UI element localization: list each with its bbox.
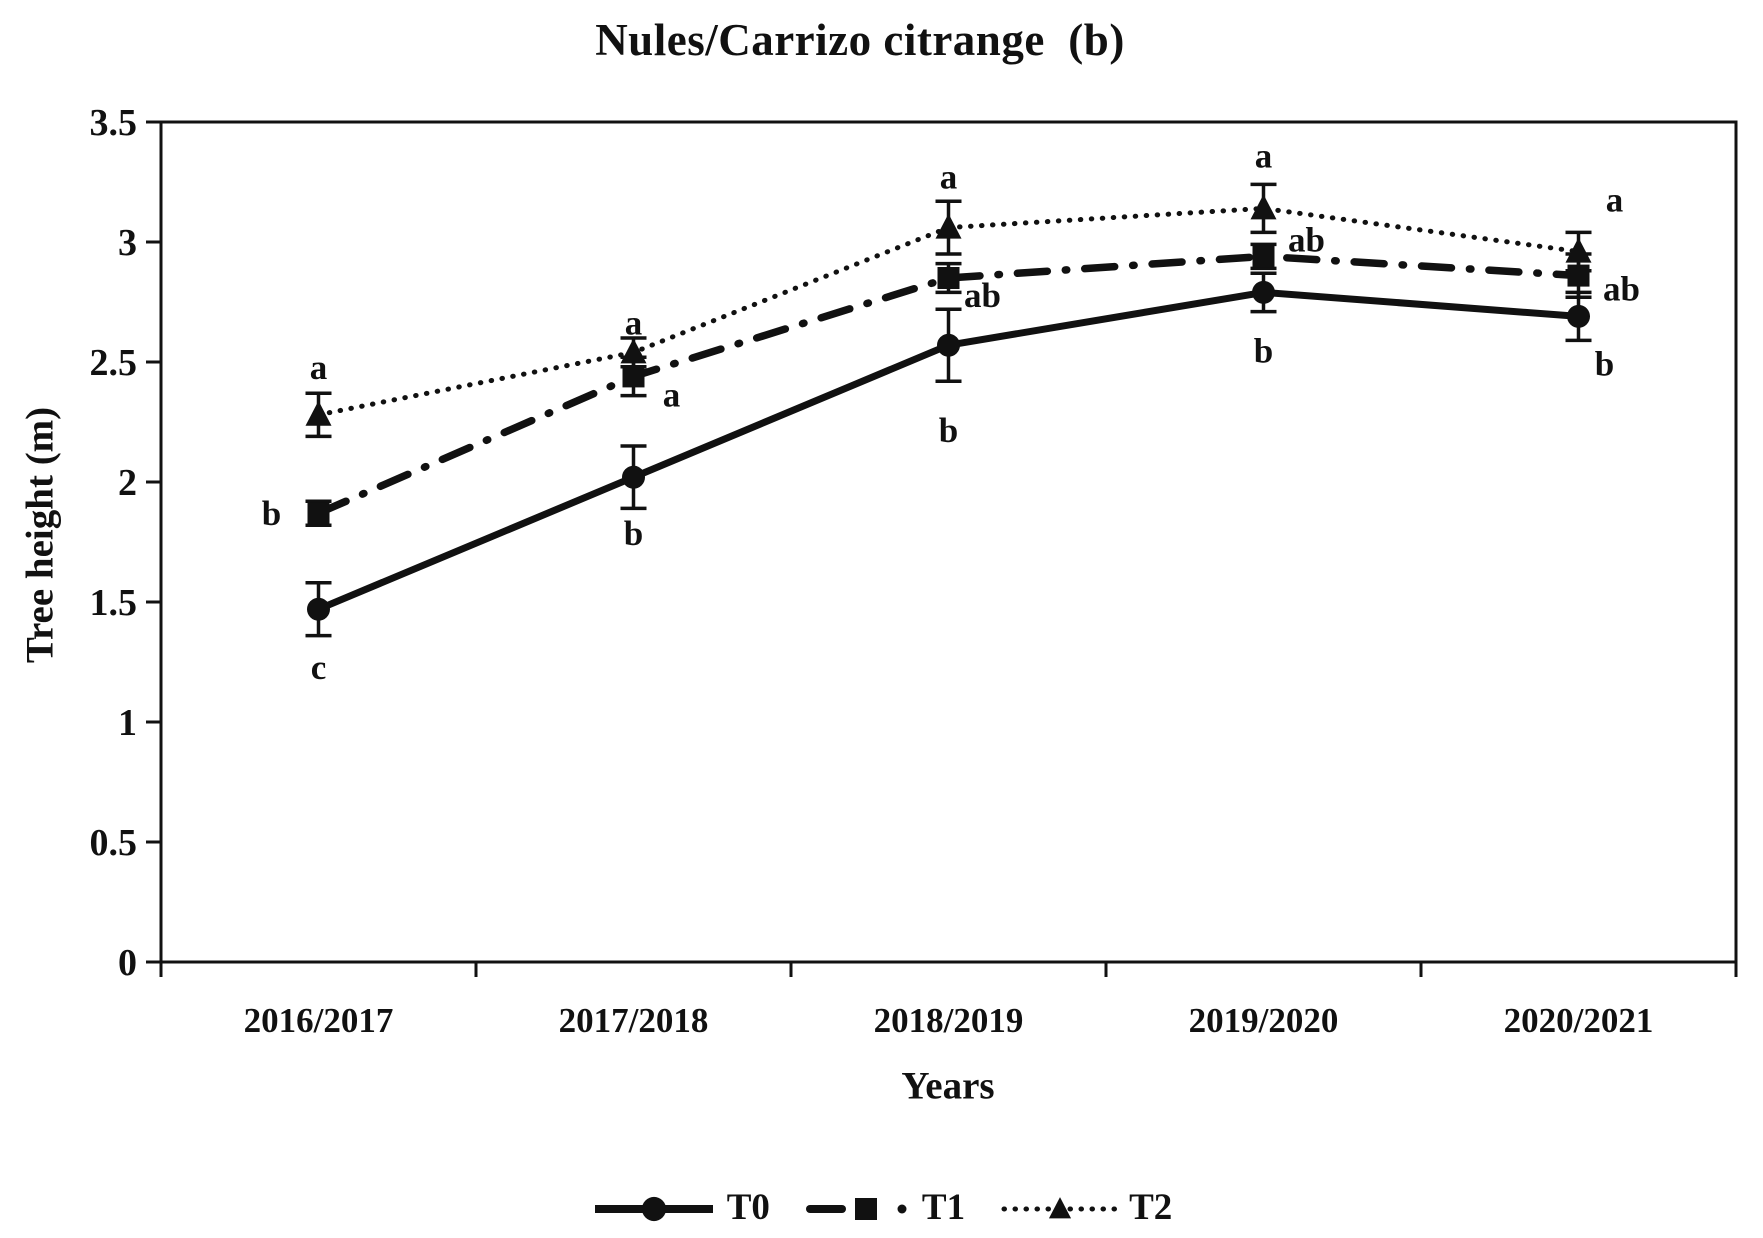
y-tick-label: 2	[118, 462, 137, 504]
significance-letter: b	[1254, 331, 1273, 370]
marker-circle-icon	[937, 333, 960, 357]
marker-triangle-icon	[1049, 1196, 1072, 1218]
x-tick-label: 2016/2017	[244, 1001, 394, 1040]
marker-triangle-icon	[935, 213, 962, 239]
significance-letter: a	[940, 158, 958, 197]
marker-triangle-icon	[1565, 237, 1592, 263]
x-tick-label: 2018/2019	[874, 1001, 1024, 1040]
significance-letter: a	[1255, 136, 1273, 175]
significance-letter: c	[311, 648, 327, 687]
marker-square-icon	[622, 365, 645, 388]
series-t0	[305, 271, 1592, 638]
legend-dot	[897, 1204, 907, 1213]
legend-item-t1: T1	[805, 1186, 966, 1229]
significance-letter: a	[1606, 181, 1624, 220]
marker-circle-icon	[622, 465, 645, 489]
legend-swatch-t0-line-circle-icon	[594, 1196, 713, 1221]
marker-circle-icon	[1252, 280, 1275, 304]
marker-circle-icon	[307, 597, 330, 621]
significance-letter: ab	[1288, 220, 1325, 259]
x-axis-title: Years	[901, 1064, 995, 1108]
significance-letter: a	[625, 303, 643, 342]
marker-square-icon	[1252, 245, 1275, 268]
significance-letter: b	[624, 514, 643, 553]
marker-square-icon	[937, 267, 960, 289]
series-line-dashdot	[314, 252, 1583, 517]
significance-letter: b	[262, 494, 281, 533]
legend-swatch-t2-dotted-triangle-icon	[1001, 1196, 1119, 1218]
significance-letter: a	[310, 348, 328, 387]
significance-letter: ab	[964, 276, 1001, 315]
y-tick-label: 1.5	[90, 582, 138, 624]
marker-triangle-icon	[305, 400, 332, 426]
significance-letter: b	[1595, 344, 1614, 383]
legend-swatch-t1-dashdot-square-icon	[805, 1197, 907, 1220]
legend-label-t1: T1	[921, 1187, 966, 1228]
x-tick-label: 2017/2018	[559, 1001, 709, 1040]
marker-circle-icon	[641, 1196, 666, 1221]
legend: T0 T1 T2	[0, 1186, 1763, 1229]
x-tick-label: 2020/2021	[1504, 1001, 1654, 1040]
x-tick-label: 2019/2020	[1189, 1001, 1339, 1040]
marker-square-icon	[307, 502, 330, 525]
significance-letter: ab	[1603, 270, 1640, 309]
y-tick-label: 0	[118, 942, 137, 984]
plot-border	[159, 120, 1738, 964]
legend-label-t0: T0	[726, 1187, 770, 1228]
legend-item-t2: T2	[1001, 1186, 1172, 1229]
marker-square-icon	[854, 1197, 877, 1220]
marker-triangle-icon	[1250, 194, 1277, 220]
significance-letter: a	[663, 375, 681, 414]
series-t1	[305, 242, 1592, 527]
y-tick-label: 2.5	[90, 342, 138, 384]
marker-triangle-icon	[620, 338, 647, 364]
legend-item-t0: T0	[591, 1186, 770, 1229]
legend-label-t2: T2	[1129, 1187, 1173, 1228]
y-tick-label: 3.5	[90, 102, 138, 144]
marker-circle-icon	[1567, 304, 1590, 328]
y-tick-label: 3	[118, 222, 137, 264]
significance-letter: b	[939, 411, 958, 450]
y-axis-ticks	[146, 120, 161, 964]
y-tick-label: 1	[118, 702, 137, 744]
x-axis-ticks	[159, 962, 1738, 977]
series-t2	[305, 182, 1592, 439]
y-tick-label: 0.5	[90, 822, 138, 864]
chart-title: Nules/Carrizo citrange (b)	[595, 15, 1125, 65]
